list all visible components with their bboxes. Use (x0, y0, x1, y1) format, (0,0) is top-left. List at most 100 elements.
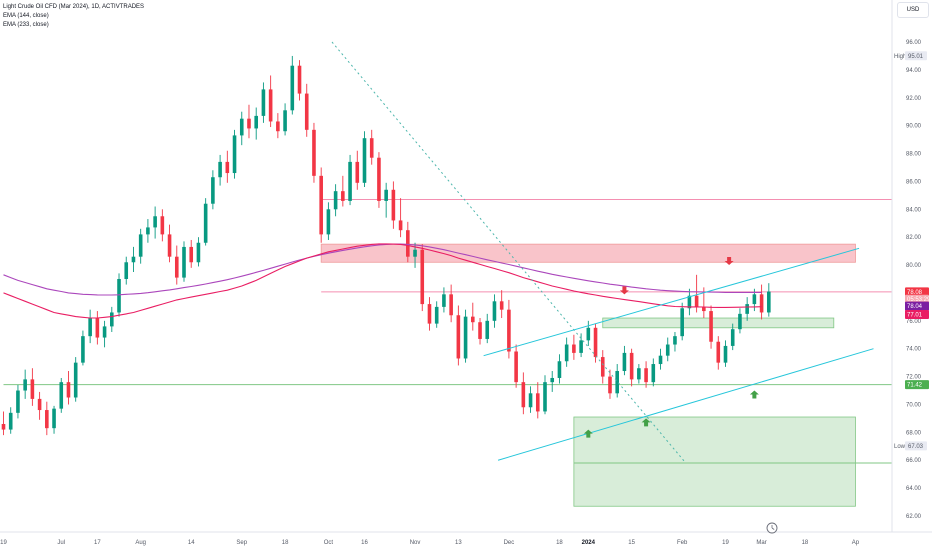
price-tag-label: 05:53:29 (907, 297, 931, 303)
candle (341, 175, 345, 207)
candle-body (174, 256, 179, 278)
candle-body (427, 304, 432, 324)
arrows-layer (583, 257, 759, 438)
price-tick-label: 66.00 (906, 458, 922, 464)
high-label: High (894, 54, 906, 60)
candle (66, 371, 71, 405)
candle (478, 318, 482, 345)
support-zone (602, 317, 835, 329)
candle (138, 228, 143, 264)
candle-body (673, 336, 677, 345)
low-value: 67.03 (908, 444, 924, 450)
candle-body (232, 135, 237, 174)
candle-body (535, 393, 540, 412)
candle-body (716, 341, 721, 363)
candle (232, 129, 237, 179)
candle-body (514, 351, 518, 383)
candle-body (586, 327, 591, 341)
candle-body (131, 256, 136, 263)
candle (535, 382, 540, 419)
arrow-up-icon (641, 418, 651, 427)
candle (1, 411, 6, 436)
ema-233-label[interactable]: EMA (233, close) (3, 22, 49, 28)
ema-144-line (3, 243, 762, 319)
candle (52, 405, 56, 434)
candle (211, 170, 215, 210)
high-value-tag (905, 51, 927, 61)
candle-body (146, 227, 150, 235)
zones-layer (320, 243, 856, 507)
candle-body (30, 379, 35, 399)
candle-body (694, 295, 699, 307)
candle (326, 202, 331, 240)
symbol-title[interactable]: Light Crude Oil CFD (Mar 2024), 1D, ACTI… (3, 4, 145, 10)
candle (355, 150, 360, 190)
candle-body (730, 329, 735, 346)
price-axis[interactable]: 62.00 64.00 66.00 68.00 70.00 72.00 74.00 76.00… (891, 0, 922, 532)
candle-body (276, 121, 280, 132)
candle-body (398, 220, 403, 231)
candle (88, 309, 92, 344)
time-tick-label: 13 (455, 540, 462, 546)
candle-body (225, 161, 230, 174)
time-axis[interactable]: 19 Jul 17 Aug 14 Sep 18 Oct 16 Nov 13 Dec 18 2024 15 Fe… (0, 531, 932, 546)
candle (456, 305, 461, 366)
candle (45, 401, 49, 436)
candle-body (88, 318, 92, 337)
candle-body (471, 316, 475, 323)
time-tick-label: 2024 (582, 540, 596, 546)
candle-body (434, 306, 439, 324)
candle (694, 274, 699, 313)
candle-body (665, 344, 670, 356)
arrow-down-icon (724, 257, 734, 266)
candle (261, 82, 266, 123)
candle (218, 154, 222, 186)
ema-233-line (3, 243, 762, 296)
candle-body (543, 382, 547, 412)
candle (37, 391, 42, 420)
candle (167, 224, 172, 263)
time-tick-label: 17 (94, 540, 101, 546)
candle-body (73, 362, 78, 398)
support-zone (573, 416, 856, 507)
candle-body (37, 398, 42, 411)
candle (146, 219, 150, 243)
candle-body (297, 65, 302, 94)
arrow-up-icon (583, 429, 593, 438)
candle (471, 302, 475, 331)
candle-body (384, 189, 388, 201)
levels-layer (3, 199, 892, 464)
candle (406, 221, 410, 263)
candle (759, 284, 764, 320)
candle-body (767, 291, 771, 313)
candle-body (499, 301, 504, 310)
candle-body (550, 377, 555, 383)
candle-body (406, 230, 410, 257)
currency-button[interactable]: USD (897, 2, 929, 18)
candle-body (377, 157, 381, 201)
price-tick-label: 94.00 (906, 68, 922, 74)
resistance-zone (320, 243, 856, 263)
candle (369, 129, 374, 165)
candle-body (702, 306, 706, 312)
price-tag-label: 71.42 (907, 383, 923, 389)
candle-body (355, 161, 360, 183)
time-tick-label: 18 (802, 540, 809, 546)
price-tag-label: 78.04 (907, 304, 923, 310)
candle (225, 150, 230, 183)
candle-body (521, 382, 526, 408)
ema-144-label[interactable]: EMA (144, close) (3, 13, 49, 19)
trendlines-layer (331, 41, 874, 464)
candle (723, 340, 728, 367)
candle (131, 246, 136, 273)
price-tick-label: 96.00 (906, 40, 922, 46)
candle-body (507, 309, 511, 352)
candle (550, 371, 555, 392)
time-tick-label: 19 (0, 540, 7, 546)
candle (384, 182, 388, 218)
candle (160, 209, 165, 242)
clock-icon[interactable] (766, 522, 778, 534)
candle-body (492, 301, 497, 321)
